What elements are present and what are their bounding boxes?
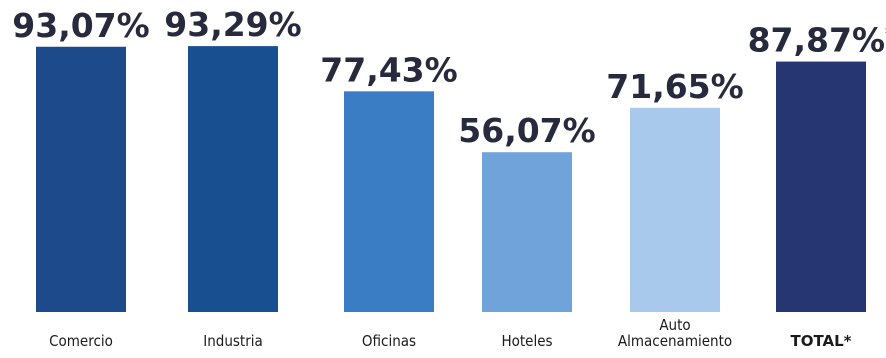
- bar-2: [344, 91, 434, 313]
- category-label-4-0: Auto: [659, 316, 690, 334]
- bar-3: [482, 152, 572, 312]
- category-label-3-0: Hoteles: [501, 332, 552, 350]
- bar-0: [36, 46, 126, 313]
- value-label-1: 93,29%: [164, 5, 301, 44]
- category-label-1-0: Industria: [203, 332, 263, 350]
- category-label-2-0: Oficinas: [362, 332, 416, 350]
- bar-5: [776, 61, 866, 313]
- value-label-4: 71,65%: [606, 67, 743, 106]
- bar-4: [630, 107, 720, 312]
- bars-layer: [36, 46, 866, 313]
- bar-1: [188, 46, 278, 312]
- category-label-0-0: Comercio: [49, 332, 113, 350]
- category-label-5-0: TOTAL*: [790, 332, 851, 350]
- category-label-4-1: Almacenamiento: [618, 332, 732, 350]
- value-label-0: 93,07%: [12, 6, 149, 45]
- value-label-5: 87,87%*: [748, 21, 886, 60]
- value-labels-layer: 93,07% 93,29% 77,43%56,07% 71,65%87,87%*: [12, 5, 886, 150]
- value-label-3: 56,07%: [458, 111, 595, 150]
- category-labels-layer: Comercio Industria Oficinas Hoteles AutoAlma…: [49, 316, 852, 350]
- value-label-2: 77,43%: [320, 50, 457, 89]
